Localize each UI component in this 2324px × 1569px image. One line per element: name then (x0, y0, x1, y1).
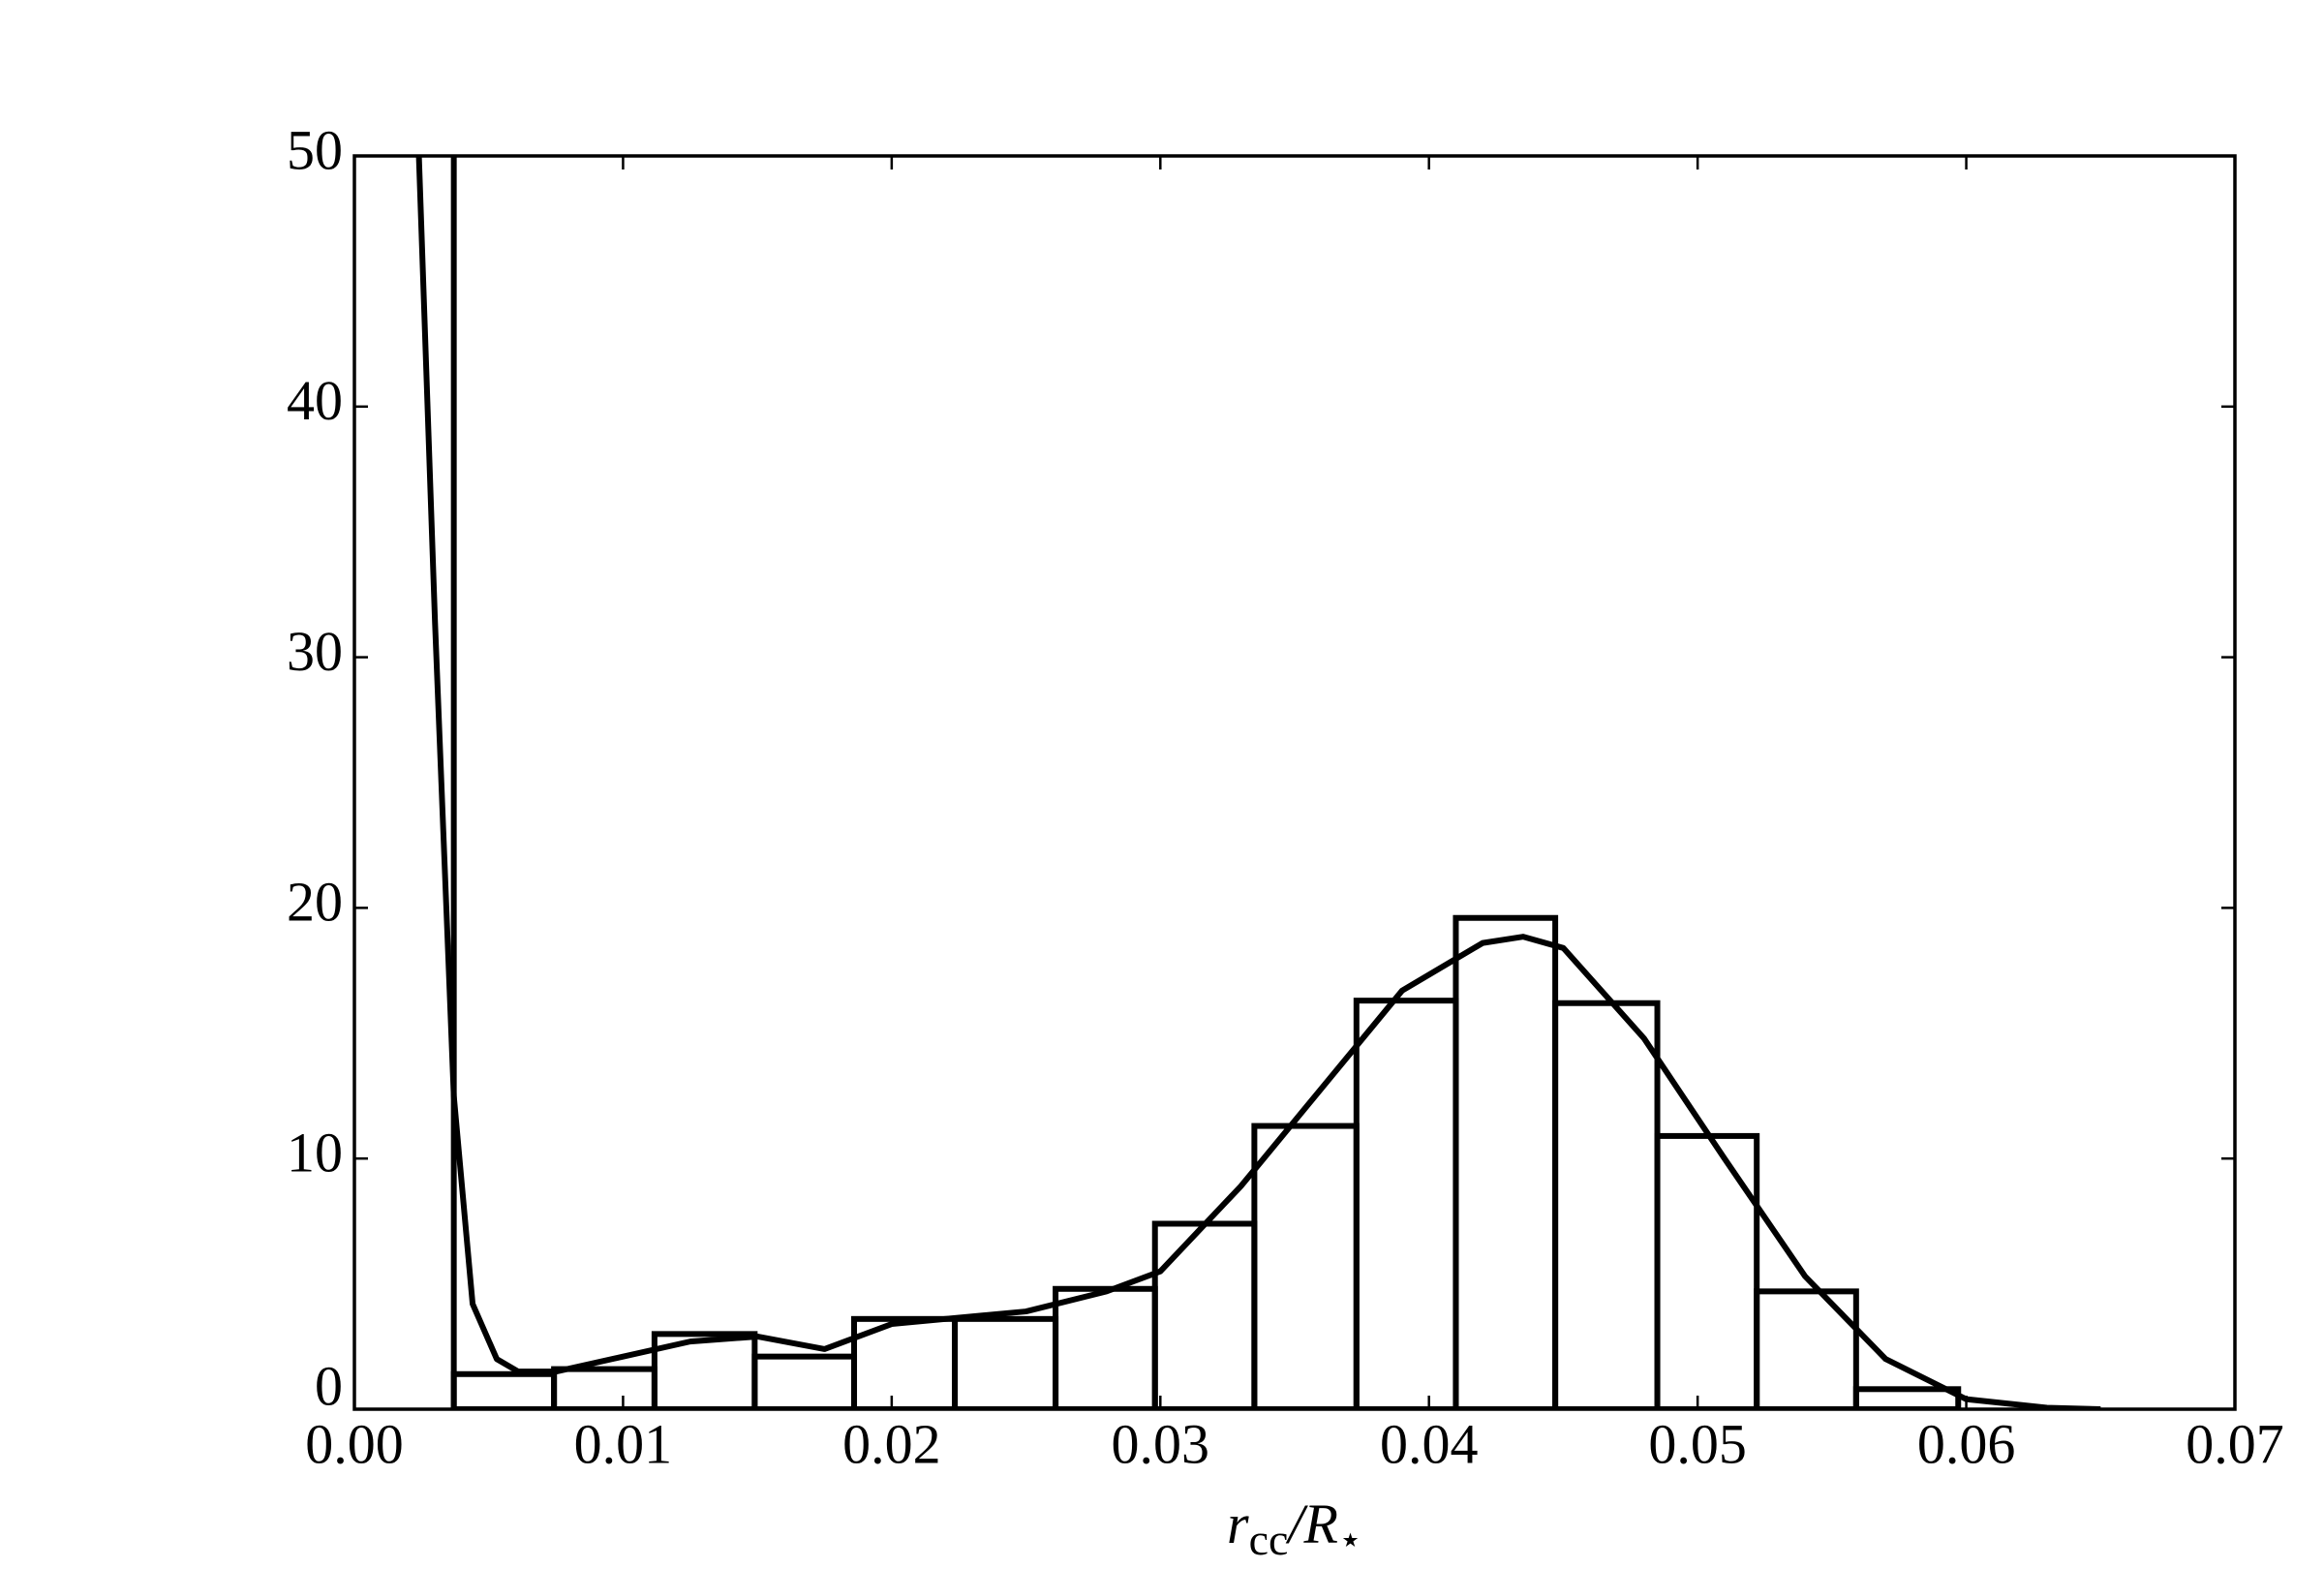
kde-curve (415, 156, 2101, 1409)
y-tick-label: 20 (287, 871, 343, 934)
x-tick-label: 0.00 (305, 1412, 404, 1475)
x-tick-label: 0.04 (1380, 1412, 1479, 1475)
histogram-bar (751, 1353, 858, 1409)
histogram-bar (1452, 914, 1559, 1409)
x-tick-label: 0.02 (842, 1412, 941, 1475)
histogram-bar (1552, 1000, 1661, 1409)
x-tick-label: 0.07 (2186, 1412, 2284, 1475)
histogram-bar (1852, 1386, 1962, 1409)
y-tick-label: 40 (287, 369, 343, 432)
histogram-bar (1251, 1123, 1360, 1409)
y-tick-label: 10 (287, 1122, 343, 1184)
x-tick-label: 0.05 (1648, 1412, 1747, 1475)
y-tick-label: 30 (287, 620, 343, 683)
y-tick-label: 50 (287, 118, 343, 181)
histogram-bar (1151, 1220, 1258, 1409)
histogram-bar (1353, 998, 1459, 1409)
histogram-bar (952, 1315, 1059, 1409)
histogram-bar (1053, 1285, 1158, 1409)
y-tick-label: 0 (315, 1354, 343, 1417)
histogram-bar (551, 1366, 657, 1409)
x-tick-label: 0.03 (1112, 1412, 1210, 1475)
x-tick-label: 0.01 (574, 1412, 673, 1475)
plot-area (415, 156, 2101, 1409)
x-label-main: r (1227, 1492, 1249, 1555)
x-label-rest: /R (1285, 1492, 1338, 1555)
axes-frame (352, 154, 2237, 1411)
x-axis-label: rcc/R⋆ (1227, 1492, 1362, 1563)
x-label-sub: cc (1249, 1515, 1289, 1564)
histogram-bar (1754, 1288, 1859, 1409)
x-tick-label: 0.06 (1917, 1412, 2016, 1475)
histogram-bar (1654, 1132, 1760, 1409)
histogram-bar (450, 1370, 558, 1409)
x-label-sub2: ⋆ (1338, 1518, 1362, 1561)
